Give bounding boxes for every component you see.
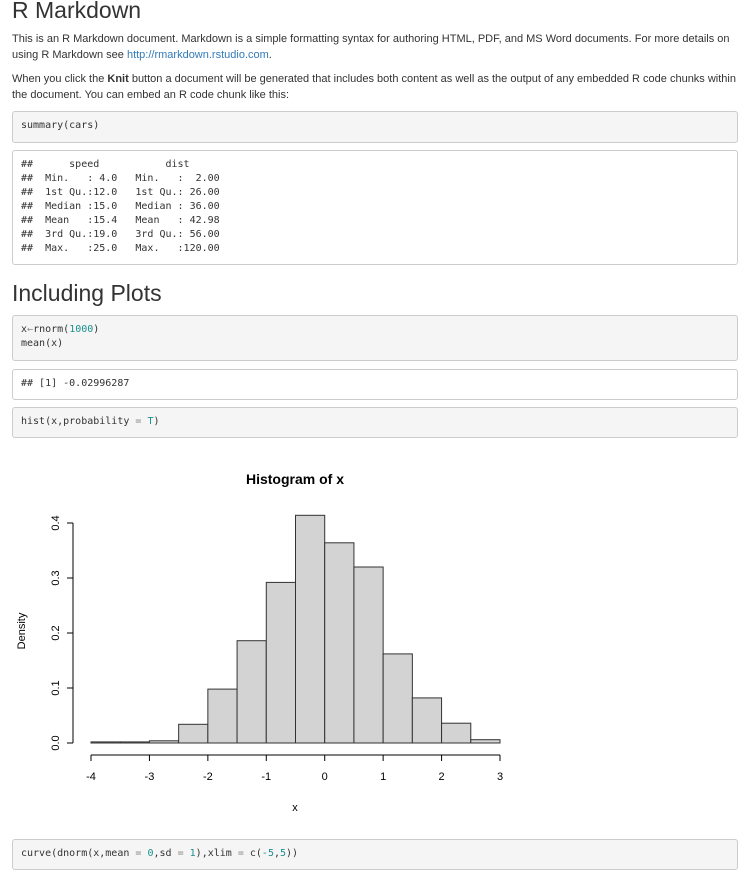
knit-text-after: button a document will be generated that… xyxy=(12,73,736,101)
code-number: 1 xyxy=(189,848,196,859)
knit-paragraph: When you click the Knit button a documen… xyxy=(12,71,737,103)
output-line: ## Median :15.0 Median : 36.00 xyxy=(21,201,232,212)
section-heading-plots: Including Plots xyxy=(12,280,162,306)
code-token: ,sd xyxy=(153,848,178,859)
x-tick-label: -1 xyxy=(261,771,271,783)
code-token: ) xyxy=(93,324,100,335)
x-tick-label: 2 xyxy=(439,771,445,783)
code-token: rnorm( xyxy=(33,324,70,335)
rmarkdown-link[interactable]: http://rmarkdown.rstudio.com xyxy=(126,49,269,61)
y-tick-label: 0.0 xyxy=(50,735,62,750)
code-number: 1000 xyxy=(69,324,94,335)
histogram-bar xyxy=(382,653,413,744)
code-chunk-hist[interactable]: hist(x,probability = T) xyxy=(12,407,738,438)
code-operator: = xyxy=(237,848,244,859)
code-token: )) xyxy=(286,848,299,859)
y-tick-label: 0.4 xyxy=(50,515,62,530)
y-tick-label: 0.1 xyxy=(50,680,62,695)
output-line: ## Max. :25.0 Max. :120.00 xyxy=(21,243,232,254)
x-tick-label: -4 xyxy=(86,771,96,783)
code-operator: = xyxy=(135,848,142,859)
histogram-bar xyxy=(265,581,296,744)
x-tick-label: 1 xyxy=(380,771,386,783)
code-chunk-rnorm[interactable]: x←rnorm(1000) mean(x) xyxy=(12,315,738,361)
histogram-bar xyxy=(353,566,384,744)
histogram-bar xyxy=(441,722,472,744)
code-chunk-curve[interactable]: curve(dnorm(x,mean = 0,sd = 1),xlim = c(… xyxy=(12,839,738,870)
code-line: mean(x) xyxy=(21,338,64,349)
x-tick-label: -3 xyxy=(145,771,155,783)
intro-paragraph: This is an R Markdown document. Markdown… xyxy=(12,31,737,63)
assign-operator: ← xyxy=(27,324,34,335)
code-operator: = xyxy=(135,416,142,427)
knit-text-before: When you click the xyxy=(12,73,108,85)
code-token: curve(dnorm(x,mean xyxy=(21,848,136,859)
code-token: ),xlim xyxy=(195,848,238,859)
histogram-bar xyxy=(207,688,238,744)
code-value: T xyxy=(147,416,154,427)
code-chunk-summary[interactable]: summary(cars) xyxy=(12,111,738,143)
code-operator: = xyxy=(177,848,184,859)
page-title: R Markdown xyxy=(12,0,142,23)
histogram-bar xyxy=(236,640,267,744)
histogram-bar xyxy=(324,542,355,744)
output-line: ## speed dist xyxy=(21,159,232,170)
code-token: c( xyxy=(243,848,262,859)
y-tick-label: 0.2 xyxy=(50,625,62,640)
knit-bold: Knit xyxy=(107,73,129,85)
output-line: ## 3rd Qu.:19.0 3rd Qu.: 56.00 xyxy=(21,229,232,240)
code-token: x xyxy=(21,324,28,335)
output-line: ## Min. : 4.0 Min. : 2.00 xyxy=(21,173,232,184)
code-token: hist(x,probability xyxy=(21,416,136,427)
code-line: x←rnorm(1000) xyxy=(21,323,729,337)
histogram-bar xyxy=(90,741,121,744)
x-tick-label: 3 xyxy=(497,771,503,783)
code-number: -5 xyxy=(261,848,274,859)
histogram-bar xyxy=(148,740,180,744)
intro-text: This is an R Markdown document. Markdown… xyxy=(12,33,730,61)
code-token: ) xyxy=(153,416,160,427)
histogram-plot: -4 -3 -2 -1 0 1 2 3 x 0.0 0.1 0.2 0.3 0.4 Density Hist… xyxy=(16,471,503,814)
histogram-bar xyxy=(411,697,443,744)
summary-output: ## speed dist ## Min. : 4.0 Min. : 2.00 … xyxy=(12,150,738,265)
code-number: 5 xyxy=(280,848,287,859)
x-tick-label: 0 xyxy=(322,771,328,783)
y-tick-label: 0.3 xyxy=(50,570,62,585)
y-axis-label: Density xyxy=(16,612,28,649)
x-tick-label: -2 xyxy=(203,771,213,783)
code-token: , xyxy=(273,848,280,859)
mean-output: ## [1] -0.02996287 xyxy=(12,369,738,400)
histogram-bar xyxy=(470,739,501,744)
histogram-bar xyxy=(295,514,326,744)
histogram-bar xyxy=(178,723,209,744)
code-number: 0 xyxy=(147,848,154,859)
output-line: ## 1st Qu.:12.0 1st Qu.: 26.00 xyxy=(21,187,232,198)
code-summary: summary(cars) xyxy=(21,120,100,131)
output-line: ## Mean :15.4 Mean : 42.98 xyxy=(21,215,232,226)
x-axis-label: x xyxy=(292,802,298,814)
chart-title: Histogram of x xyxy=(246,471,344,487)
intro-text-end: . xyxy=(268,49,272,61)
mean-output-line: ## [1] -0.02996287 xyxy=(21,378,130,389)
histogram-bar xyxy=(119,741,150,744)
